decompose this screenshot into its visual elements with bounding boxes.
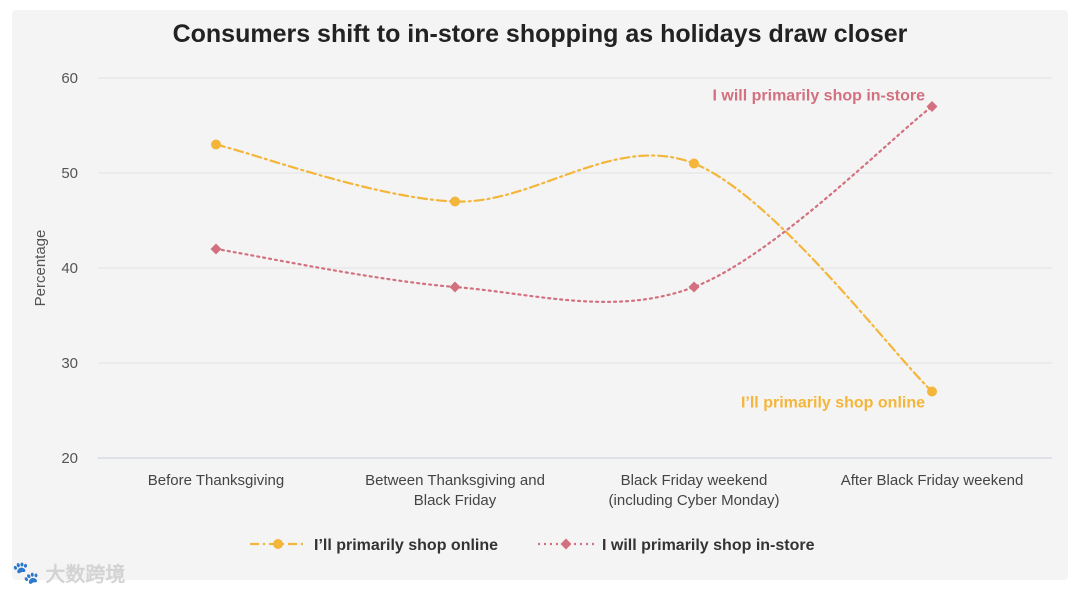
watermark-text: 大数跨境	[45, 564, 126, 586]
series-line	[214, 105, 934, 303]
x-tick-label: Before Thanksgiving	[148, 472, 284, 489]
series-0	[211, 139, 937, 397]
x-tick-label: After Black Friday weekend	[841, 472, 1024, 489]
watermark: 🐾 大数跨境	[12, 558, 125, 587]
legend-item-0[interactable]: I’ll primarily shop online	[250, 537, 498, 554]
y-axis-label: Percentage	[32, 230, 49, 307]
y-tick-label: 60	[61, 70, 78, 87]
legend-label: I’ll primarily shop online	[314, 537, 498, 554]
logo-icon: 🐾	[12, 559, 40, 585]
x-tick-label: Black Friday	[414, 492, 497, 509]
series	[210, 101, 938, 397]
data-point	[927, 386, 937, 397]
end-label: I will primarily shop in-store	[713, 88, 926, 105]
series-1	[210, 101, 938, 303]
data-point	[688, 281, 700, 293]
end-labels: I’ll primarily shop online I will primari…	[713, 88, 926, 412]
legend-label: I will primarily shop in-store	[602, 537, 815, 554]
y-axis-ticks: 20 30 40 50 60	[61, 70, 78, 467]
y-tick-label: 20	[61, 450, 78, 467]
data-point	[449, 281, 461, 293]
chart-card	[12, 10, 1068, 580]
x-axis-ticks: Before Thanksgiving Between Thanksgiving …	[148, 472, 1024, 509]
legend[interactable]: I’ll primarily shop online I will primari…	[250, 537, 815, 554]
y-tick-label: 50	[61, 165, 78, 182]
data-point	[210, 243, 222, 255]
series-line	[214, 143, 934, 393]
chart-title: Consumers shift to in-store shopping as …	[172, 20, 908, 48]
legend-item-1[interactable]: I will primarily shop in-store	[538, 537, 815, 554]
x-tick-label: Black Friday weekend	[621, 472, 768, 489]
y-tick-label: 40	[61, 260, 78, 277]
x-tick-label: Between Thanksgiving and	[365, 472, 545, 489]
x-tick-label: (including Cyber Monday)	[609, 492, 780, 509]
y-tick-label: 30	[61, 355, 78, 372]
data-point	[926, 101, 938, 112]
grid	[98, 77, 1052, 459]
data-point	[211, 139, 221, 150]
data-point	[689, 158, 699, 169]
data-point	[450, 196, 460, 207]
legend-swatch-marker	[560, 538, 572, 550]
end-label: I’ll primarily shop online	[741, 395, 925, 412]
legend-swatch-marker	[273, 539, 283, 549]
